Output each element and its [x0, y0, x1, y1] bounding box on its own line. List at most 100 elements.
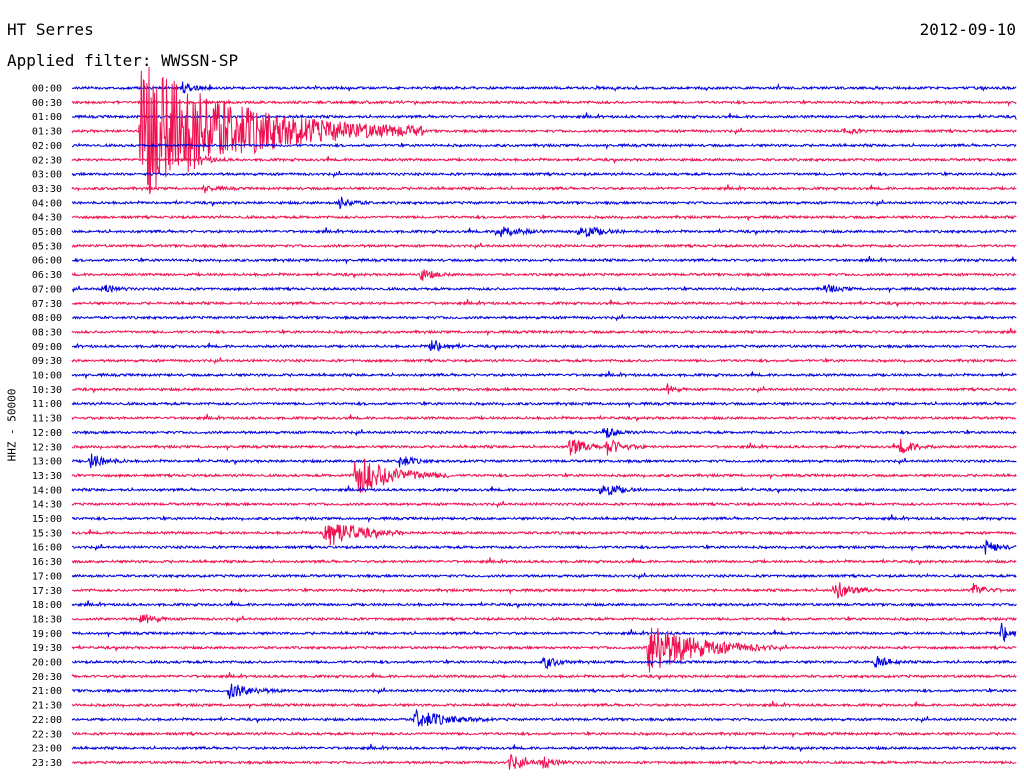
trace-row [71, 400, 1017, 409]
trace-row [71, 413, 1017, 423]
row-label: 13:30 [32, 471, 62, 482]
trace-row [71, 283, 1017, 294]
trace-row [71, 155, 1017, 166]
row-label: 18:30 [32, 614, 62, 625]
trace-row [71, 557, 1017, 566]
trace-row [71, 572, 1017, 580]
row-label: 15:00 [32, 514, 62, 525]
row-label: 21:30 [32, 701, 62, 712]
row-label: 16:30 [32, 557, 62, 568]
trace-row [71, 299, 1017, 308]
row-label: 09:30 [32, 356, 62, 367]
row-label: 10:00 [32, 371, 62, 382]
row-label: 22:30 [32, 729, 62, 740]
trace-row [71, 514, 1017, 524]
trace-row [71, 99, 1017, 107]
trace-row [71, 458, 1017, 493]
trace-row [71, 708, 1017, 727]
row-label: 22:00 [32, 715, 62, 726]
trace-row [71, 427, 1017, 439]
trace-row [71, 314, 1017, 322]
row-label: 00:30 [32, 98, 62, 109]
row-label: 06:30 [32, 270, 62, 281]
trace-row [71, 672, 1017, 681]
trace-row [71, 81, 1017, 94]
row-label: 07:00 [32, 284, 62, 295]
row-label: 23:30 [32, 758, 62, 769]
row-label: 02:30 [32, 155, 62, 166]
row-label: 19:00 [32, 629, 62, 640]
row-label: 20:30 [32, 672, 62, 683]
trace-row [71, 700, 1017, 710]
row-label: 12:30 [32, 442, 62, 453]
trace-row [71, 357, 1017, 365]
trace-row [71, 500, 1017, 509]
trace-row [71, 370, 1017, 380]
row-label: 10:30 [32, 385, 62, 396]
trace-row [71, 627, 1017, 673]
trace-row [71, 196, 1017, 210]
row-label: 17:00 [32, 571, 62, 582]
trace-row [71, 340, 1017, 352]
trace-row [71, 142, 1017, 151]
trace-row [71, 753, 1017, 770]
trace-row [71, 655, 1017, 670]
trace-row [71, 622, 1017, 643]
row-label: 13:00 [32, 457, 62, 468]
traces [71, 66, 1017, 770]
row-label: 06:00 [32, 256, 62, 267]
trace-row [71, 214, 1017, 222]
row-label: 17:30 [32, 586, 62, 597]
row-label: 18:00 [32, 600, 62, 611]
trace-row [72, 453, 1017, 469]
row-label: 01:00 [32, 112, 62, 123]
trace-row [71, 524, 1017, 546]
trace-row [71, 184, 1017, 194]
trace-row [71, 438, 1017, 456]
row-label: 05:00 [32, 227, 62, 238]
trace-row [71, 242, 1017, 250]
row-label: 12:00 [32, 428, 62, 439]
trace-row [71, 170, 1017, 179]
row-label: 08:30 [32, 327, 62, 338]
row-label: 04:30 [32, 213, 62, 224]
date-label: 2012-09-10 [919, 20, 1016, 39]
trace-row [71, 255, 1017, 265]
trace-row [71, 269, 1017, 281]
row-label: 23:00 [32, 744, 62, 755]
row-label: 00:00 [32, 84, 62, 95]
row-label: 03:30 [32, 184, 62, 195]
row-label: 11:30 [32, 414, 62, 425]
row-label: 03:00 [32, 170, 62, 181]
trace-row [71, 600, 1017, 609]
station-title: HT Serres [7, 20, 94, 39]
trace-row [71, 484, 1017, 496]
row-labels: 00:00 00:30 01:00 01:30 02:00 02:30 03:00 03:30… [32, 84, 62, 769]
trace-row [71, 730, 1017, 739]
row-label: 15:30 [32, 528, 62, 539]
trace-row [71, 382, 1017, 395]
trace-row [71, 582, 1017, 599]
filter-label: Applied filter: WWSSN-SP [7, 51, 239, 70]
row-label: 16:00 [32, 543, 62, 554]
row-label: 07:30 [32, 299, 62, 310]
row-label: 01:30 [32, 127, 62, 138]
row-label: 21:00 [32, 686, 62, 697]
row-label: 09:00 [32, 342, 62, 353]
trace-row [71, 683, 1017, 699]
trace-row [71, 743, 1017, 753]
row-label: 14:00 [32, 485, 62, 496]
row-label: 14:30 [32, 500, 62, 511]
trace-row [71, 539, 1017, 555]
row-label: 02:00 [32, 141, 62, 152]
row-label: 19:30 [32, 643, 62, 654]
trace-row [71, 226, 1017, 238]
trace-row [71, 613, 1017, 624]
row-label: 04:00 [32, 198, 62, 209]
row-label: 05:30 [32, 241, 62, 252]
row-label: 11:00 [32, 399, 62, 410]
row-label: 20:00 [32, 658, 62, 669]
trace-row [71, 327, 1017, 337]
trace-row [71, 66, 1017, 195]
